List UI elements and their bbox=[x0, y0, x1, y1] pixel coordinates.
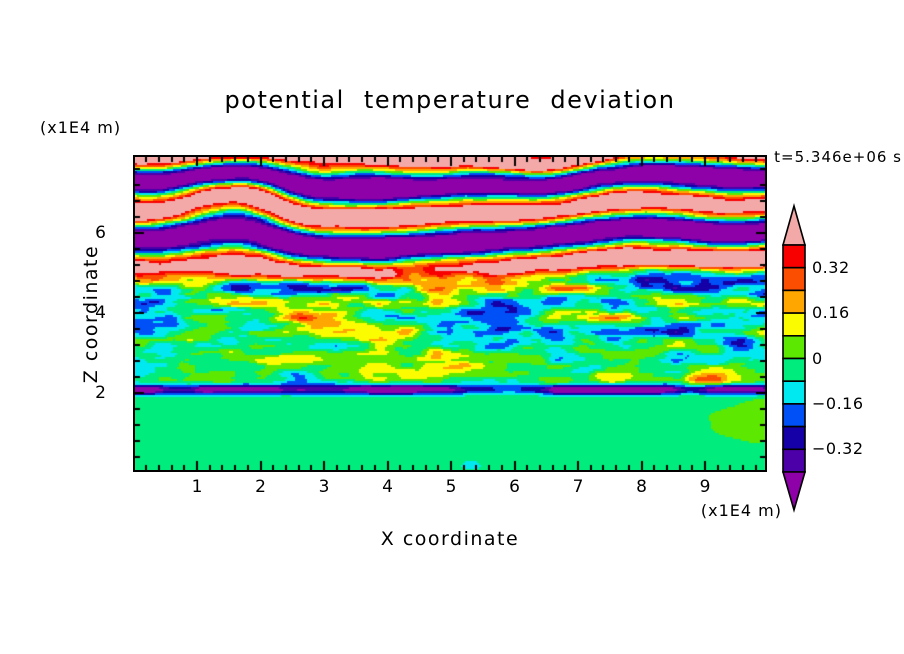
x-tick-label: 3 bbox=[318, 477, 330, 497]
colorbar-box bbox=[782, 425, 806, 451]
z-tick-label: 6 bbox=[95, 223, 106, 243]
colorbar-upper-arrow bbox=[781, 203, 807, 246]
colorbar-box bbox=[782, 312, 806, 337]
x-tick-label: 8 bbox=[636, 477, 647, 497]
z-tick-label: 4 bbox=[95, 303, 106, 323]
colorbar-tick-label: 0.16 bbox=[812, 303, 850, 323]
x-tick-label: 1 bbox=[191, 477, 203, 497]
x-axis-unit-label: (x1E4 m) bbox=[700, 501, 782, 520]
colorbar-tick-label: 0.32 bbox=[812, 257, 850, 277]
colorbar-box bbox=[782, 335, 806, 360]
colorbar-tick-label: −0.16 bbox=[812, 393, 864, 413]
plot-frame bbox=[133, 155, 767, 472]
colorbar-tick-label: −0.32 bbox=[812, 439, 864, 459]
colorbar-tick-label: 0 bbox=[812, 348, 823, 368]
x-tick-label: 6 bbox=[509, 477, 520, 497]
colorbar-box bbox=[782, 448, 806, 473]
colorbar-box bbox=[782, 244, 806, 269]
colorbar bbox=[781, 203, 807, 513]
colorbar-box bbox=[782, 380, 806, 405]
contour-field-canvas bbox=[135, 157, 765, 470]
x-tick-label: 5 bbox=[445, 477, 457, 497]
colorbar-box bbox=[782, 357, 806, 383]
colorbar-box bbox=[782, 403, 806, 428]
colorbar-box bbox=[782, 289, 806, 314]
plot-title: potential temperature deviation bbox=[224, 86, 676, 114]
x-tick-label: 2 bbox=[255, 477, 266, 497]
time-annotation: t=5.346e+06 s bbox=[774, 148, 902, 166]
x-axis-title: X coordinate bbox=[380, 528, 520, 550]
colorbar-box bbox=[782, 266, 806, 292]
colorbar-lower-arrow bbox=[781, 471, 807, 513]
x-tick-label: 4 bbox=[382, 477, 393, 497]
x-tick-label: 9 bbox=[699, 477, 711, 497]
x-tick-label: 7 bbox=[572, 477, 584, 497]
z-tick-label: 2 bbox=[95, 383, 106, 403]
z-axis-unit-label: (x1E4 m) bbox=[40, 118, 122, 137]
